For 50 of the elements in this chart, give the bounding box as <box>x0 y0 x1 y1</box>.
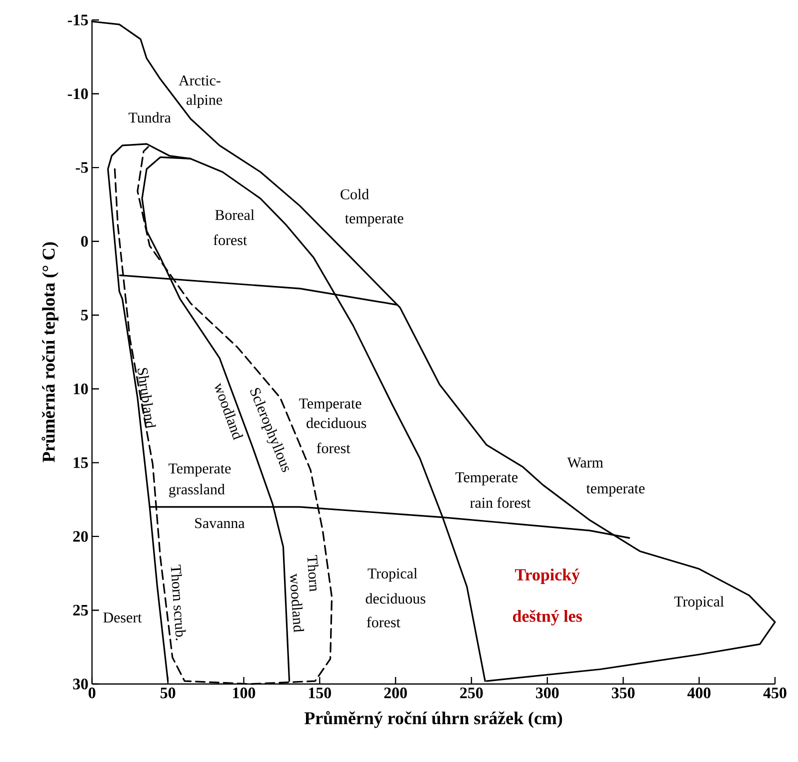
y-tick-label: 10 <box>74 384 88 394</box>
x-tick-label: 400 <box>687 688 710 698</box>
annotation: Shrubland <box>138 368 156 429</box>
x-tick-label: 250 <box>460 688 483 698</box>
x-tick-label: 200 <box>384 688 407 698</box>
annotation: forest <box>214 234 248 246</box>
annotation: temperate <box>586 484 645 497</box>
annotation: forest <box>316 442 350 454</box>
annotation: woodland <box>290 573 304 632</box>
annotation: Temperate <box>168 464 231 477</box>
y-tick-label: -15 <box>68 14 88 26</box>
x-tick-label: 350 <box>612 688 635 698</box>
y-tick-label: -5 <box>76 162 88 173</box>
annotation: deciduous <box>306 418 366 428</box>
annotation: Boreal <box>215 210 254 220</box>
y-tick-label: 0 <box>81 236 88 247</box>
annotation: Temperate <box>455 472 518 486</box>
x-tick-label: 50 <box>160 688 176 698</box>
annotation: Arctic- <box>178 75 220 86</box>
annotation: Desert <box>103 612 142 623</box>
annotation: Cold <box>340 188 369 200</box>
y-tick-label: 15 <box>74 457 88 468</box>
annotation: Temperate <box>299 398 362 412</box>
y-tick-label: 5 <box>81 310 88 320</box>
x-axis-title: Průměrný roční úhrn srážek (cm) <box>304 711 562 728</box>
x-tick-label: 450 <box>763 688 786 698</box>
annotation: grassland <box>169 484 225 498</box>
annotation: deciduous <box>366 593 426 604</box>
y-tick-label: 25 <box>73 604 88 616</box>
annotation: forest <box>366 616 400 628</box>
y-axis-title: Průměrná roční teplota (° C) <box>42 242 58 462</box>
annotation: Thorn scrub. <box>170 564 186 640</box>
x-tick-label: 100 <box>233 688 256 698</box>
annotation: Thorn <box>307 555 318 592</box>
annotation: alpine <box>186 94 222 108</box>
annotation: Tropical <box>674 596 724 610</box>
y-tick-label: 30 <box>73 678 88 690</box>
annotation: rain forest <box>470 497 531 508</box>
annotation: Tropical <box>368 568 418 582</box>
annotation: Tundra <box>128 112 171 123</box>
annotation: Tropický <box>514 568 580 584</box>
y-tick-label: 20 <box>73 531 88 542</box>
x-tick-label: 300 <box>536 688 559 698</box>
y-tick-label: -10 <box>68 88 88 100</box>
annotation: Warm <box>567 458 604 468</box>
annotation: deštný les <box>512 610 582 626</box>
annotation: temperate <box>345 214 404 226</box>
x-tick-label: 150 <box>308 688 332 698</box>
x-tick-label: 0 <box>88 688 96 698</box>
annotation: Savanna <box>195 518 245 528</box>
